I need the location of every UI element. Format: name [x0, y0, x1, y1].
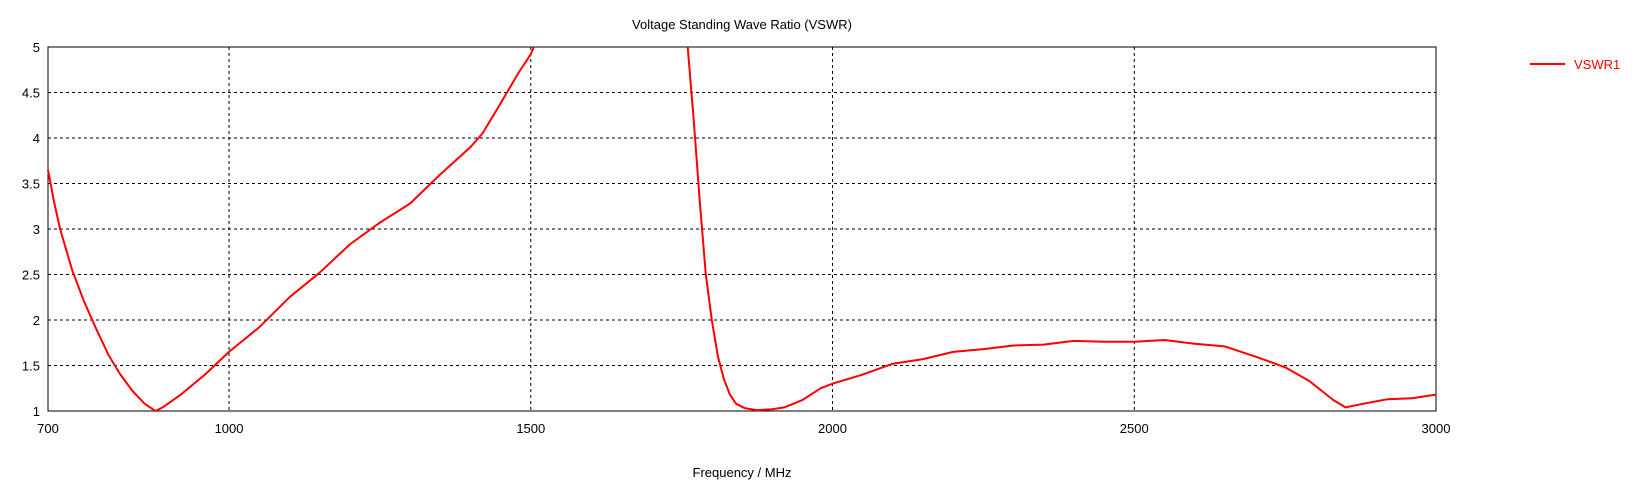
- chart-title: Voltage Standing Wave Ratio (VSWR): [632, 17, 852, 32]
- y-tick-label: 1: [33, 404, 40, 419]
- x-tick-label: 700: [37, 421, 59, 436]
- x-axis-label: Frequency / MHz: [693, 465, 792, 480]
- y-axis-ticks: 1 1.5 2 2.5 3 3.5 4 4.5 5: [22, 40, 40, 419]
- legend: VSWR1: [1530, 57, 1620, 72]
- y-tick-label: 4.5: [22, 86, 40, 101]
- y-tick-label: 5: [33, 40, 40, 55]
- grid-lines: [48, 47, 1436, 411]
- plot-area: [47, 46, 1437, 412]
- y-tick-label: 3.5: [22, 177, 40, 192]
- x-axis-ticks: 700 1000 1500 2000 2500 3000: [37, 421, 1450, 436]
- x-tick-label: 2500: [1120, 421, 1149, 436]
- series-layer: [47, 46, 1437, 412]
- y-tick-label: 3: [33, 222, 40, 237]
- series-line-vswr1-segment-2: [686, 46, 1437, 412]
- legend-label-vswr1: VSWR1: [1574, 57, 1620, 72]
- series-line-vswr1-segment-1: [47, 46, 535, 412]
- y-tick-label: 2.5: [22, 268, 40, 283]
- x-tick-label: 2000: [818, 421, 847, 436]
- y-tick-label: 1.5: [22, 359, 40, 374]
- y-tick-label: 4: [33, 131, 40, 146]
- y-tick-label: 2: [33, 313, 40, 328]
- x-tick-label: 3000: [1422, 421, 1451, 436]
- x-tick-label: 1000: [215, 421, 244, 436]
- x-tick-label: 1500: [516, 421, 545, 436]
